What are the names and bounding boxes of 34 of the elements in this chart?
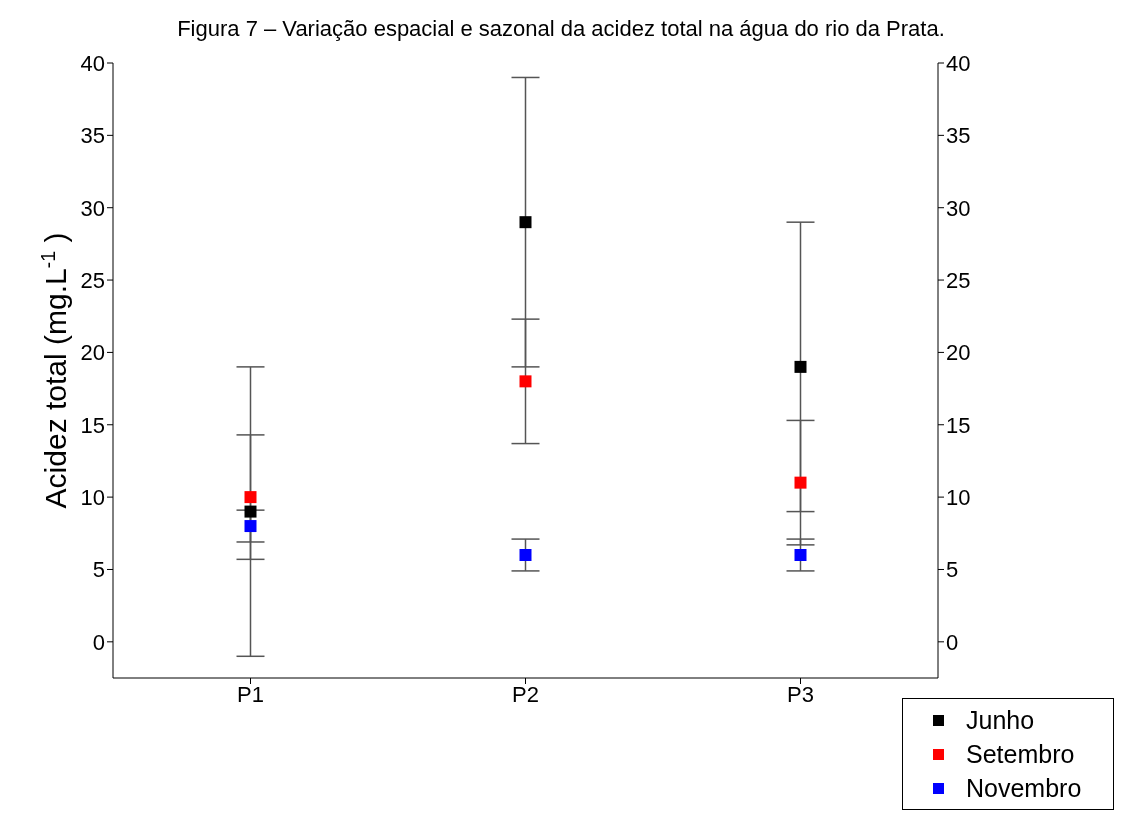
x-tick-label: P2 xyxy=(512,681,539,707)
point xyxy=(519,216,532,229)
y-tick-label: 5 xyxy=(92,557,105,583)
y-tick-label: 15 xyxy=(80,412,105,438)
x-tick-label: P1 xyxy=(237,681,264,707)
y2-tick-label: 20 xyxy=(946,340,971,366)
y-tick-label: 20 xyxy=(80,340,105,366)
y-tick-label: 40 xyxy=(80,50,105,76)
y2-tick-label: 25 xyxy=(946,267,971,293)
y-tick-label: 25 xyxy=(80,267,105,293)
point xyxy=(794,549,807,561)
point xyxy=(519,549,532,561)
y-tick-label: 10 xyxy=(80,484,105,510)
y2-tick-label: 5 xyxy=(946,557,959,583)
point xyxy=(794,476,807,489)
y-tick-label: 30 xyxy=(80,195,105,221)
point xyxy=(794,360,807,373)
legend-label: Junho xyxy=(966,705,1035,736)
point xyxy=(244,491,257,504)
y-tick-label: 35 xyxy=(80,123,105,149)
y2-tick-label: 40 xyxy=(946,50,971,76)
y2-tick-label: 10 xyxy=(946,484,971,510)
point xyxy=(244,520,257,533)
x-tick-label: P3 xyxy=(787,681,814,707)
legend-label: Setembro xyxy=(966,739,1075,770)
chart-title: Figura 7 – Variação espacial e sazonal da acidez total na água do rio da Prata. xyxy=(176,16,946,42)
y2-tick-label: 0 xyxy=(946,629,959,655)
legend-label: Novembro xyxy=(966,773,1082,804)
y2-tick-label: 35 xyxy=(946,123,971,149)
y-tick-label: 0 xyxy=(92,629,105,655)
point xyxy=(244,505,257,518)
point xyxy=(519,375,532,388)
y2-tick-label: 15 xyxy=(946,412,971,438)
y2-tick-label: 30 xyxy=(946,195,971,221)
